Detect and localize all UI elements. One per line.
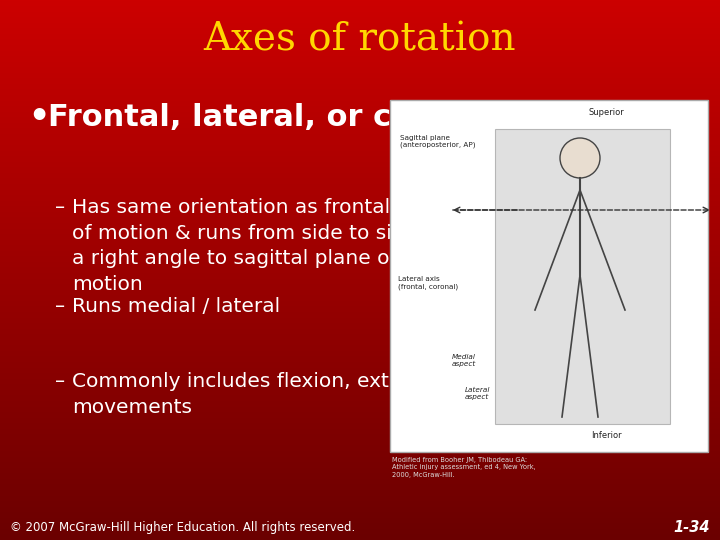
Text: Modified from Booher JM, Thibodeau GA:
Athletic injury assessment, ed 4, New Yor: Modified from Booher JM, Thibodeau GA: A… xyxy=(392,457,536,478)
Text: Commonly includes flexion, extension
movements: Commonly includes flexion, extension mov… xyxy=(72,372,456,417)
Text: © 2007 McGraw-Hill Higher Education. All rights reserved.: © 2007 McGraw-Hill Higher Education. All… xyxy=(10,522,355,535)
Text: Frontal, lateral, or coronal axis: Frontal, lateral, or coronal axis xyxy=(48,104,580,132)
Bar xyxy=(390,100,708,452)
Text: •: • xyxy=(28,102,49,134)
Text: Sagittal plane
(anteroposterior, AP): Sagittal plane (anteroposterior, AP) xyxy=(400,135,475,148)
Text: Medial
aspect: Medial aspect xyxy=(452,354,476,367)
Text: Superior: Superior xyxy=(588,108,624,117)
Text: –: – xyxy=(55,297,65,316)
Text: Has same orientation as frontal plane
of motion & runs from side to side at
a ri: Has same orientation as frontal plane of… xyxy=(72,198,453,294)
Text: Inferior: Inferior xyxy=(591,431,621,440)
Text: –: – xyxy=(55,198,65,217)
Text: Axes of rotation: Axes of rotation xyxy=(204,22,516,58)
Text: Lateral axis
(frontal, coronal): Lateral axis (frontal, coronal) xyxy=(398,276,458,290)
Circle shape xyxy=(560,138,600,178)
Text: 1-34: 1-34 xyxy=(673,521,710,536)
Text: Lateral
aspect: Lateral aspect xyxy=(465,387,490,400)
Text: Runs medial / lateral: Runs medial / lateral xyxy=(72,297,280,316)
Bar xyxy=(495,129,670,424)
Text: –: – xyxy=(55,372,65,391)
